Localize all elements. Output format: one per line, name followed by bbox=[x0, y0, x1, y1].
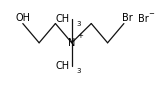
Text: OH: OH bbox=[15, 13, 30, 23]
Text: 3: 3 bbox=[76, 68, 81, 74]
Text: Br: Br bbox=[138, 14, 149, 24]
Text: Br: Br bbox=[122, 13, 133, 23]
Text: +: + bbox=[77, 33, 83, 39]
Text: N: N bbox=[68, 38, 75, 48]
Text: CH: CH bbox=[56, 14, 70, 24]
Text: 3: 3 bbox=[76, 21, 81, 27]
Text: −: − bbox=[149, 11, 155, 17]
Text: CH: CH bbox=[56, 61, 70, 71]
